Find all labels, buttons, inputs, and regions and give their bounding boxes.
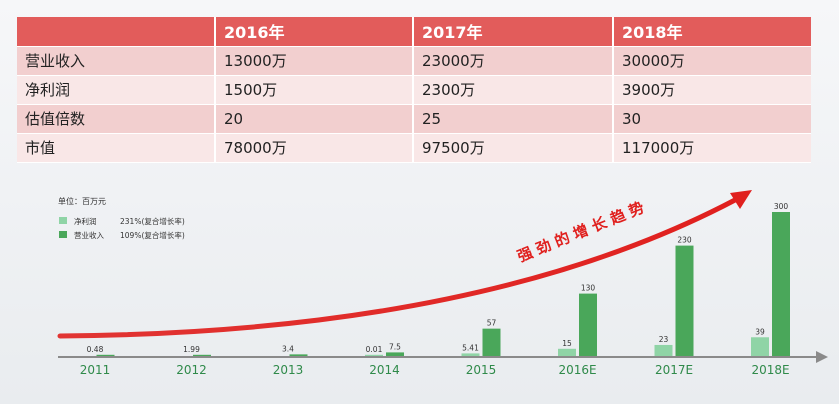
trend-arrow-head	[730, 190, 752, 209]
x-tick-label: 2018E	[751, 363, 789, 377]
table-cell: 13000万	[215, 46, 414, 76]
bar-revenue	[96, 354, 115, 356]
data-label-revenue: 300	[774, 202, 789, 211]
table-row: 净利润 1500万 2300万 3900万	[17, 75, 811, 105]
table-row: 营业收入 13000万 23000万 30000万	[17, 46, 811, 76]
data-label-revenue: 7.5	[389, 342, 401, 351]
table-header-row: 2016年 2017年 2018年	[17, 17, 811, 47]
legend-label-net-profit: 净利润	[74, 216, 97, 226]
bar-revenue	[675, 245, 694, 356]
data-label-revenue: 0.48	[87, 345, 104, 354]
bar-labels-layer: 0.48 1.99 3.4 0.01 7.5 5.41 57 15 130 23 230 39 300	[87, 202, 789, 354]
table-header-cell: 2017年	[413, 17, 614, 47]
data-label-revenue: 130	[581, 284, 596, 293]
table-row: 市值 78000万 97500万 117000万	[17, 133, 811, 163]
table-header-cell	[17, 17, 216, 47]
x-tick-label: 2011	[80, 363, 111, 377]
data-label-net-profit: 23	[659, 335, 669, 344]
table-row: 估值倍数 20 25 30	[17, 104, 811, 134]
x-tick-label: 2013	[273, 363, 304, 377]
legend-swatch-revenue	[59, 231, 67, 238]
legend: 净利润 231%(复合增长率) 营业收入 109%(复合增长率)	[59, 216, 185, 240]
legend-label-revenue: 营业收入	[74, 230, 104, 240]
bar-revenue	[289, 354, 308, 356]
financial-table: 2016年 2017年 2018年 营业收入 13000万 23000万 300…	[17, 17, 811, 163]
table-cell: 3900万	[613, 75, 811, 105]
bar-net-profit	[751, 337, 769, 356]
bar-revenue	[772, 212, 790, 356]
trend-arrow-shaft	[57, 197, 738, 339]
data-label-revenue: 230	[677, 236, 692, 245]
bar-revenue	[386, 352, 404, 356]
data-label-net-profit: 15	[562, 339, 572, 348]
data-label-revenue: 3.4	[282, 344, 294, 353]
legend-growth-revenue: 109%(复合增长率)	[120, 230, 185, 240]
bar-revenue	[193, 354, 211, 356]
table-cell: 30000万	[613, 46, 811, 76]
table-cell: 97500万	[413, 133, 614, 163]
table-cell: 1500万	[215, 75, 414, 105]
data-label-net-profit: 5.41	[462, 343, 479, 352]
x-tick-label: 2014	[369, 363, 400, 377]
table-cell: 30	[613, 104, 811, 134]
x-axis-arrowhead	[816, 351, 828, 363]
x-tick-label: 2012	[176, 363, 207, 377]
bars-layer	[96, 212, 790, 356]
table-cell: 25	[413, 104, 614, 134]
table-cell: 2300万	[413, 75, 614, 105]
row-label: 估值倍数	[17, 104, 216, 134]
row-label: 营业收入	[17, 46, 216, 76]
x-tick-label: 2015	[466, 363, 497, 377]
data-label-revenue: 57	[487, 319, 497, 328]
row-label: 净利润	[17, 75, 216, 105]
x-tick-labels: 2011 2012 2013 2014 2015 2016E 2017E 2018E	[80, 363, 790, 377]
legend-swatch-net-profit	[59, 217, 67, 224]
bar-revenue	[482, 328, 501, 356]
table-cell: 23000万	[413, 46, 614, 76]
data-label-revenue: 1.99	[183, 345, 200, 354]
x-tick-label: 2016E	[558, 363, 596, 377]
trend-annotation: 强劲的增长趋势	[515, 197, 652, 266]
table-cell: 78000万	[215, 133, 414, 163]
bar-revenue	[579, 293, 597, 356]
data-label-net-profit: 0.01	[366, 345, 383, 354]
row-label: 市值	[17, 133, 216, 163]
table-cell: 117000万	[613, 133, 811, 163]
bar-net-profit	[558, 348, 576, 356]
unit-label: 单位：百万元	[58, 196, 106, 206]
table-cell: 20	[215, 104, 414, 134]
data-label-net-profit: 39	[755, 327, 765, 336]
bar-net-profit	[461, 353, 480, 356]
bar-net-profit	[654, 344, 673, 356]
legend-growth-net-profit: 231%(复合增长率)	[120, 216, 185, 226]
x-tick-label: 2017E	[655, 363, 693, 377]
bar-net-profit	[365, 354, 383, 356]
table-header-cell: 2016年	[215, 17, 414, 47]
table-header-cell: 2018年	[613, 17, 811, 47]
